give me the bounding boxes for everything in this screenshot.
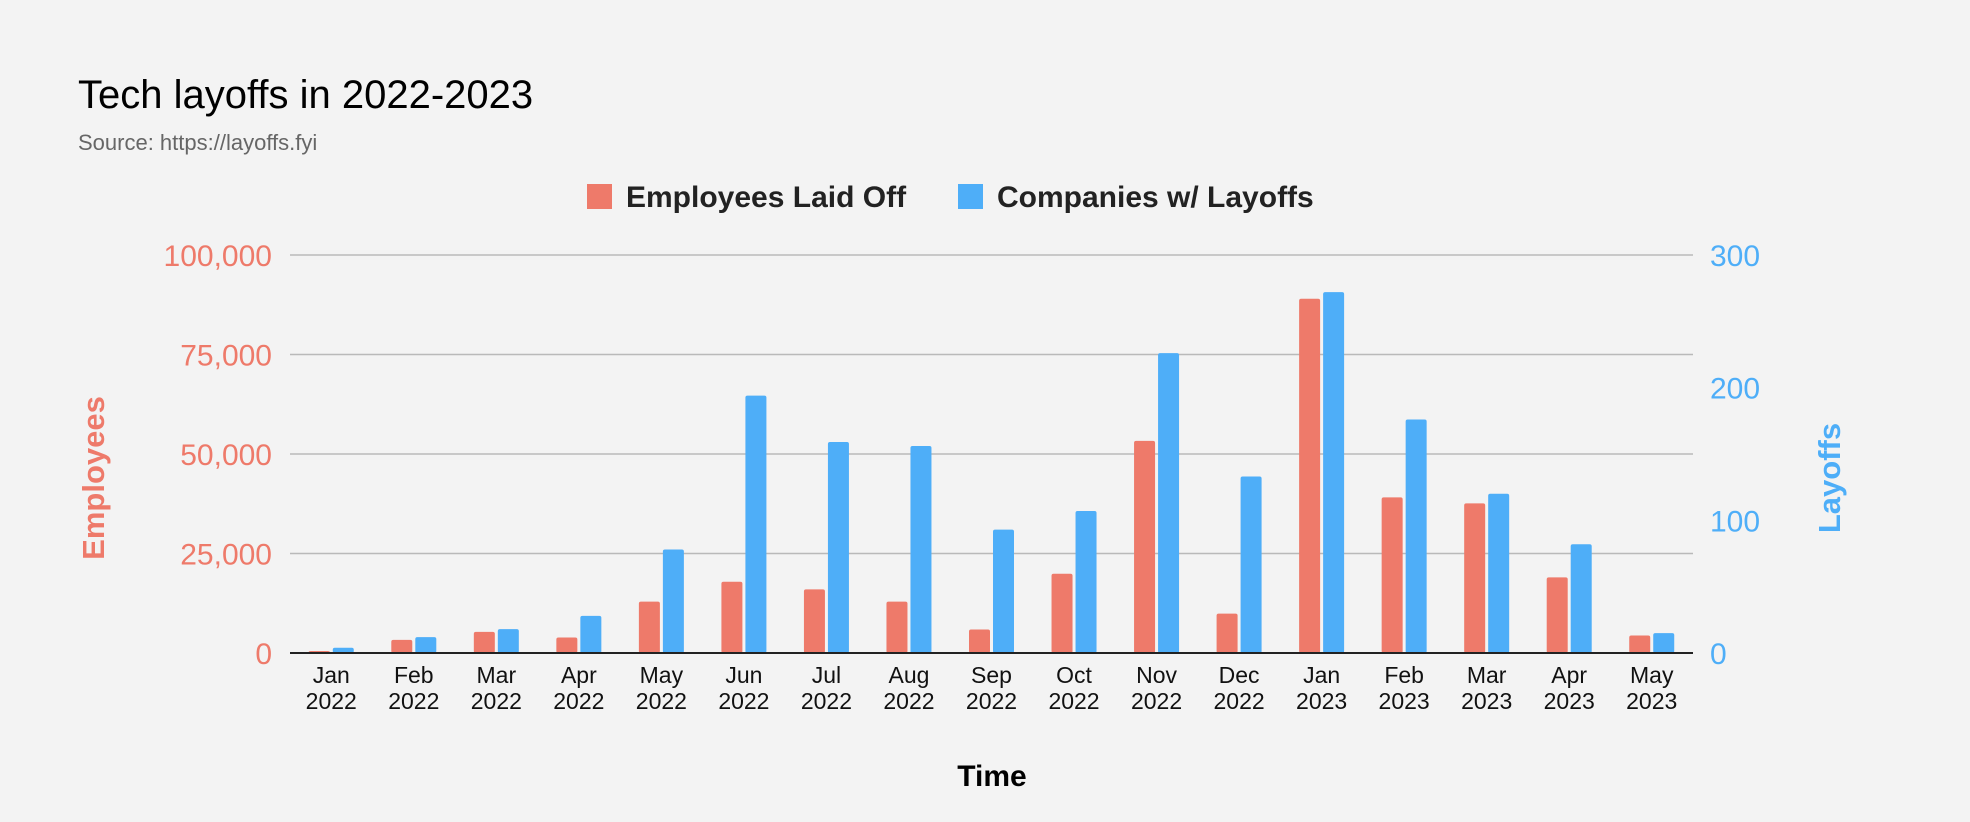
bar-companies [910,446,932,653]
bar-companies [993,529,1014,653]
bar-companies [580,615,602,653]
bar-employees [886,601,908,653]
x-tick-label-month: Apr [561,662,597,688]
bar-companies [1075,511,1097,653]
chart-subtitle: Source: https://layoffs.fyi [78,130,317,155]
bar-companies [827,442,849,653]
x-tick-label-year: 2023 [1461,688,1512,714]
bar-employees [1051,573,1073,653]
bar-employees [721,581,743,653]
bar-employees [969,629,990,653]
right-axis-ticks: 0 100 200 300 [1710,240,1760,671]
x-tick-label-year: 2022 [471,688,522,714]
bar-employees [391,639,413,653]
left-tick-label: 100,000 [164,240,272,273]
x-axis-ticks: Jan2022Feb2022Mar2022Apr2022May2022Jun20… [306,662,1678,714]
x-tick-label-month: Aug [889,662,930,688]
legend-label-employees: Employees Laid Off [626,181,907,214]
x-tick-label-year: 2022 [1131,688,1182,714]
legend: Employees Laid Off Companies w/ Layoffs [587,181,1314,214]
x-tick-label-year: 2023 [1296,688,1347,714]
x-tick-label-year: 2022 [1048,688,1099,714]
left-axis-ticks: 0 25,000 50,000 75,000 100,000 [164,240,272,671]
x-tick-label-year: 2022 [306,688,357,714]
x-tick-label-year: 2022 [883,688,934,714]
x-tick-label-year: 2022 [1214,688,1265,714]
x-tick-label-year: 2022 [388,688,439,714]
bar-companies [1405,419,1427,653]
bar-employees [803,589,825,653]
x-tick-label-month: Jan [1303,662,1340,688]
x-tick-label-month: Mar [1467,662,1507,688]
bar-employees [1381,497,1403,653]
x-tick-label-month: Nov [1136,662,1177,688]
chart-title: Tech layoffs in 2022-2023 [78,73,533,117]
bar-employees [1216,613,1238,653]
bar-companies [1158,353,1180,653]
bar-employees [638,601,660,653]
x-tick-label-year: 2022 [636,688,687,714]
left-tick-label: 50,000 [180,439,272,472]
left-tick-label: 25,000 [180,539,272,572]
bar-employees [1629,635,1651,653]
bar-companies [1240,476,1262,653]
right-tick-label: 0 [1710,638,1727,671]
left-tick-label: 75,000 [180,340,272,373]
bar-companies [662,549,684,653]
bar-companies [415,637,437,653]
legend-swatch-employees [587,184,612,209]
x-tick-label-month: Dec [1219,662,1260,688]
bar-companies [1323,292,1345,653]
legend-swatch-companies [958,184,983,209]
right-tick-label: 100 [1710,505,1760,538]
bar-companies [745,395,767,653]
gridlines [290,254,1693,555]
x-tick-label-month: May [640,662,684,688]
bar-companies [1488,493,1510,653]
bar-employees [556,637,578,653]
right-tick-label: 200 [1710,373,1760,406]
x-tick-label-year: 2023 [1626,688,1677,714]
x-tick-label-month: Mar [477,662,517,688]
bar-employees [1299,298,1321,653]
x-tick-label-month: Jan [313,662,350,688]
bar-companies [332,647,354,653]
x-tick-label-year: 2022 [966,688,1017,714]
x-tick-label-year: 2022 [801,688,852,714]
bar-employees [473,631,495,653]
bar-companies [497,629,519,653]
legend-label-companies: Companies w/ Layoffs [997,181,1314,214]
x-tick-label-year: 2022 [553,688,604,714]
x-tick-label-month: Jul [812,662,841,688]
x-tick-label-month: Feb [394,662,434,688]
bar-employees [1464,503,1486,653]
right-tick-label: 300 [1710,240,1760,273]
x-tick-label-year: 2023 [1379,688,1430,714]
x-tick-label-year: 2023 [1544,688,1595,714]
bar-employees [1546,577,1568,653]
bar-companies [1570,544,1592,653]
left-axis-title: Employees [76,396,111,560]
x-tick-label-month: Sep [971,662,1012,688]
right-axis-title: Layoffs [1812,423,1847,533]
bars [308,292,1675,653]
x-tick-label-month: Jun [725,662,762,688]
x-tick-label-year: 2022 [718,688,769,714]
bar-companies [1653,633,1675,653]
x-tick-label-month: May [1630,662,1674,688]
x-tick-label-month: Apr [1551,662,1587,688]
x-tick-label-month: Feb [1384,662,1424,688]
bar-employees [1134,440,1156,653]
x-axis-title: Time [957,760,1026,793]
left-tick-label: 0 [255,638,272,671]
x-tick-label-month: Oct [1056,662,1092,688]
